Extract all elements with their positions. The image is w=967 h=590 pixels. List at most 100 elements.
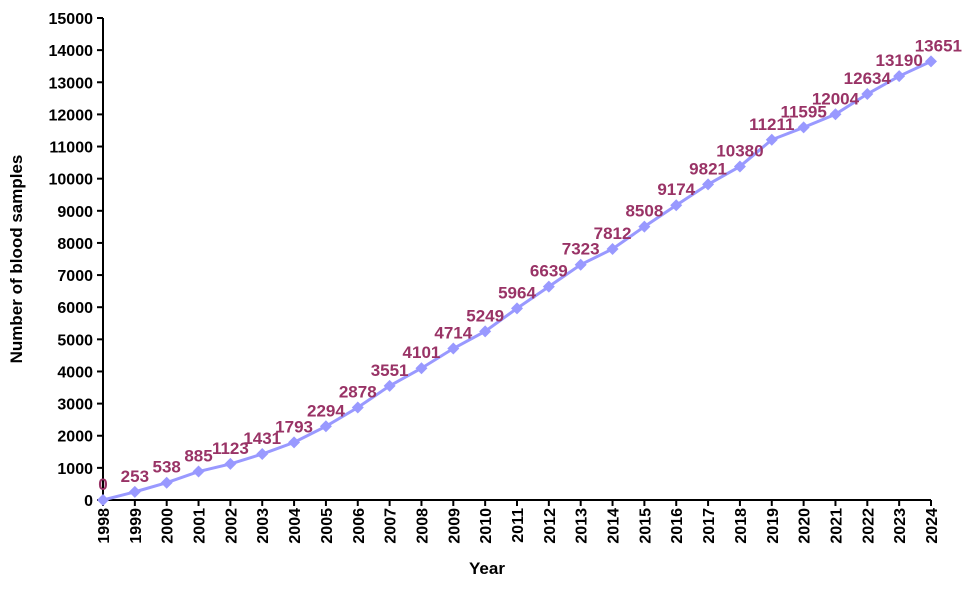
data-label: 253 xyxy=(121,467,149,486)
data-label: 13651 xyxy=(915,36,962,55)
x-tick-label: 2024 xyxy=(924,508,941,544)
x-tick-label: 2009 xyxy=(446,508,463,544)
data-label: 11595 xyxy=(780,102,826,121)
data-point-marker xyxy=(861,88,874,101)
data-point-marker xyxy=(829,108,842,121)
data-point-marker xyxy=(128,485,141,498)
x-tick-label: 2013 xyxy=(574,508,591,544)
data-label: 885 xyxy=(184,447,212,466)
x-tick-label: 2005 xyxy=(319,508,336,544)
data-point-marker xyxy=(288,436,301,449)
data-point-marker xyxy=(893,70,906,83)
data-point-marker xyxy=(447,342,460,355)
x-tick-label: 2014 xyxy=(606,508,623,544)
data-label: 1793 xyxy=(275,417,313,436)
x-tick-label: 2001 xyxy=(192,508,209,544)
data-label: 1123 xyxy=(212,439,249,458)
y-tick-label: 12000 xyxy=(49,107,94,124)
y-tick-label: 0 xyxy=(84,493,93,510)
x-tick-label: 2008 xyxy=(414,508,431,544)
y-tick-label: 3000 xyxy=(57,397,93,414)
data-label: 13190 xyxy=(876,51,923,70)
data-point-marker xyxy=(256,448,269,461)
data-label: 7812 xyxy=(594,224,632,243)
x-tick-label: 2011 xyxy=(510,508,527,543)
y-axis-title: Number of blood samples xyxy=(7,155,26,364)
data-label: 538 xyxy=(153,458,181,477)
y-tick-label: 6000 xyxy=(57,300,93,317)
data-point-marker xyxy=(351,401,364,414)
data-label: 6639 xyxy=(530,262,568,281)
x-tick-label: 2000 xyxy=(160,508,177,544)
x-tick-label: 2012 xyxy=(542,508,559,544)
data-label: 7323 xyxy=(562,240,600,259)
y-tick-label: 2000 xyxy=(57,429,93,446)
data-label: 12634 xyxy=(844,69,892,88)
data-label: 3551 xyxy=(371,361,409,380)
data-markers xyxy=(97,55,937,506)
x-tick-label: 1999 xyxy=(128,508,145,544)
data-label: 8508 xyxy=(625,202,663,221)
x-tick-label: 2015 xyxy=(637,508,654,544)
data-point-marker xyxy=(925,55,937,68)
data-point-marker xyxy=(542,280,555,293)
data-point-marker xyxy=(160,476,173,489)
y-tick-label: 4000 xyxy=(57,364,93,381)
data-point-marker xyxy=(511,302,523,315)
x-tick-label: 2018 xyxy=(733,508,750,544)
data-point-marker xyxy=(224,457,237,470)
data-label: 11211 xyxy=(749,115,794,134)
y-tick-label: 8000 xyxy=(57,236,93,253)
y-tick-label: 11000 xyxy=(49,140,93,157)
x-tick-label: 2016 xyxy=(669,508,686,544)
x-tick-label: 2021 xyxy=(828,508,845,544)
data-point-marker xyxy=(702,178,715,191)
y-tick-label: 5000 xyxy=(57,332,93,349)
x-tick-label: 2003 xyxy=(255,508,272,544)
y-axis-ticks: 0 1000 2000 3000 4000 5000 6000 7000 8000 9000 100… xyxy=(49,11,103,510)
data-point-marker xyxy=(319,420,332,433)
x-axis-ticks: 1998 1999 2000 2001 2002 2003 2004 2005 2006 2007… xyxy=(96,500,941,544)
data-point-marker xyxy=(192,465,205,478)
y-tick-label: 13000 xyxy=(49,75,94,92)
data-label: 9174 xyxy=(657,180,695,199)
x-tick-label: 2019 xyxy=(765,508,782,544)
y-tick-label: 14000 xyxy=(49,43,94,60)
x-tick-label: 2023 xyxy=(892,508,909,544)
y-tick-label: 1000 xyxy=(57,461,93,478)
x-tick-label: 2017 xyxy=(701,508,718,544)
data-label: 5249 xyxy=(466,306,504,325)
data-label: 2878 xyxy=(339,383,377,402)
data-point-marker xyxy=(670,199,683,212)
x-tick-label: 2002 xyxy=(223,508,240,544)
data-label: 0 xyxy=(98,475,107,494)
x-tick-label: 1998 xyxy=(96,508,113,544)
data-point-marker xyxy=(733,160,746,173)
y-tick-label: 15000 xyxy=(49,11,94,28)
x-tick-label: 2022 xyxy=(860,508,877,544)
data-point-marker xyxy=(797,121,810,134)
data-point-marker xyxy=(574,258,587,271)
data-label: 4101 xyxy=(403,343,441,362)
data-label: 1431 xyxy=(243,429,281,448)
data-label: 4714 xyxy=(434,324,472,343)
data-point-marker xyxy=(479,325,492,338)
x-tick-label: 2006 xyxy=(351,508,368,544)
data-point-marker xyxy=(415,362,428,375)
data-label: 2294 xyxy=(307,401,345,420)
data-label: 12004 xyxy=(812,89,860,108)
x-tick-label: 2004 xyxy=(287,508,304,544)
data-point-marker xyxy=(638,220,651,233)
y-tick-label: 9000 xyxy=(57,204,93,221)
y-tick-label: 10000 xyxy=(49,172,94,189)
data-point-marker xyxy=(97,494,109,506)
y-tick-label: 7000 xyxy=(57,268,93,285)
data-point-marker xyxy=(765,133,778,146)
data-label: 9821 xyxy=(689,159,727,178)
x-tick-label: 2020 xyxy=(797,508,814,544)
x-tick-label: 2007 xyxy=(383,508,400,544)
data-label: 5964 xyxy=(498,283,536,302)
data-point-marker xyxy=(606,242,619,255)
